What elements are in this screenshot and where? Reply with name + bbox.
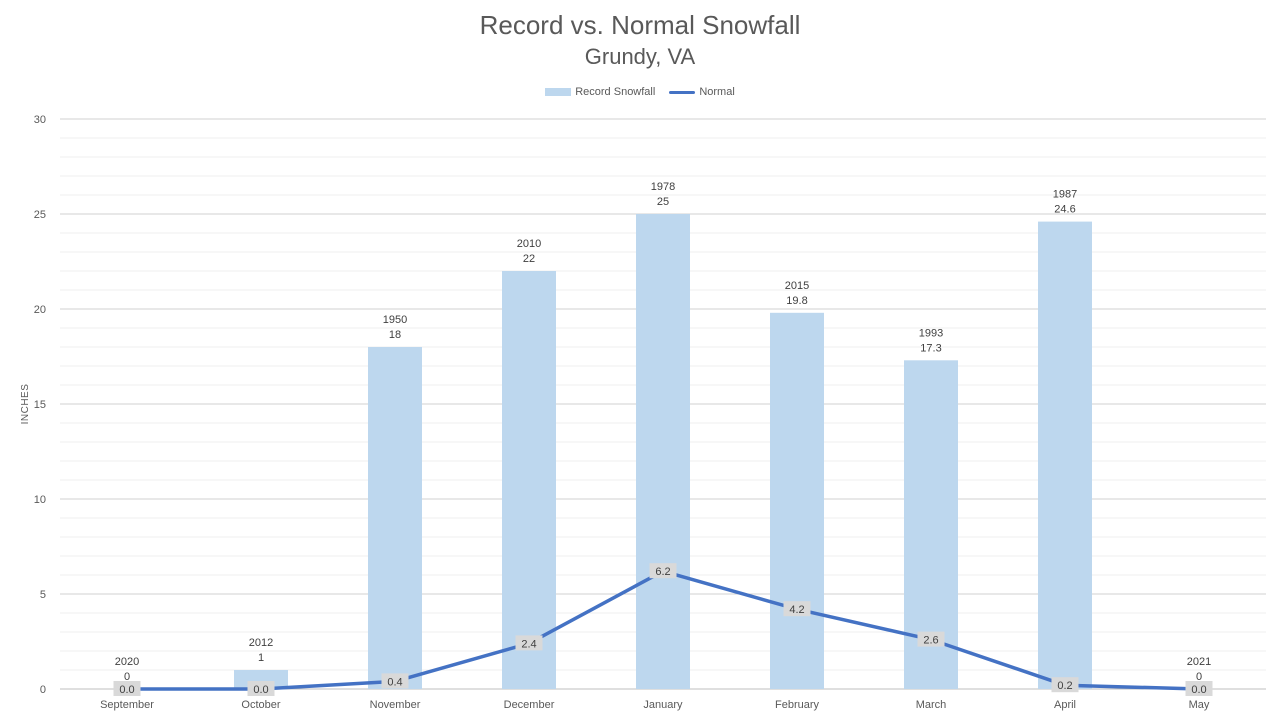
x-tick-label: February	[775, 699, 820, 711]
x-tick-label: April	[1054, 699, 1076, 711]
bar-year-label: 1993	[919, 327, 943, 339]
bar-january	[636, 214, 690, 689]
chart-title: Record vs. Normal Snowfall	[479, 10, 801, 40]
legend-swatch-normal	[669, 90, 696, 94]
bar-value-label: 22	[523, 253, 535, 265]
normal-value-label: 2.6	[923, 635, 938, 647]
bar-year-label: 2015	[785, 280, 809, 292]
bar-value-label: 0	[124, 671, 130, 683]
normal-label-box	[113, 681, 141, 696]
bar-april	[1038, 221, 1092, 689]
bar-february	[770, 312, 824, 689]
bar-november	[368, 347, 422, 689]
legend: Record Snowfall Normal	[0, 86, 1280, 98]
chart-subtitle: Grundy, VA	[584, 44, 696, 69]
bar-december	[502, 271, 556, 689]
bar-year-label: 2021	[1187, 656, 1211, 668]
x-tick-label: November	[370, 699, 421, 711]
y-tick-label: 5	[40, 589, 46, 601]
y-tick-label: 25	[34, 209, 46, 221]
bar-value-label: 1	[258, 652, 264, 664]
normal-value-label: 0.0	[253, 684, 268, 696]
legend-label-record: Record Snowfall	[575, 86, 656, 98]
normal-value-label: 4.2	[789, 604, 804, 616]
normal-label-box	[515, 635, 543, 651]
normal-label-box	[381, 673, 409, 689]
y-axis-title: INCHES	[20, 384, 31, 425]
normal-label-box	[649, 563, 677, 579]
normal-label-box	[783, 601, 811, 617]
x-tick-label: January	[643, 699, 683, 711]
normal-label-box	[1051, 677, 1079, 693]
bar-year-label: 1987	[1053, 189, 1077, 201]
y-tick-label: 20	[34, 304, 46, 316]
bar-year-label: 1978	[651, 181, 675, 193]
bar-value-label: 0	[1196, 671, 1202, 683]
bar-year-label: 1950	[383, 314, 407, 326]
bar-value-label: 24.6	[1054, 204, 1075, 216]
normal-value-label: 2.4	[521, 638, 536, 650]
bar-year-label: 2010	[517, 238, 541, 250]
bar-value-label: 25	[657, 196, 669, 208]
y-tick-label: 30	[34, 114, 46, 126]
legend-swatch-record	[545, 88, 572, 96]
normal-value-label: 0.0	[119, 684, 134, 696]
normal-label-box	[1185, 681, 1213, 696]
x-tick-label: March	[916, 699, 947, 711]
normal-value-label: 0.4	[387, 676, 402, 688]
bar-year-label: 2012	[249, 637, 273, 649]
normal-value-label: 6.2	[655, 566, 670, 578]
x-tick-label: October	[241, 699, 280, 711]
bar-value-label: 19.8	[786, 295, 807, 307]
legend-label-normal: Normal	[699, 86, 735, 98]
normal-label-box	[247, 681, 275, 696]
legend-item-record[interactable]: Record Snowfall	[545, 86, 655, 98]
normal-value-label: 0.2	[1057, 680, 1072, 692]
y-tick-label: 0	[40, 684, 46, 696]
y-tick-label: 10	[34, 494, 46, 506]
bar-year-label: 2020	[115, 656, 139, 668]
y-tick-label: 15	[34, 399, 46, 411]
legend-item-normal[interactable]: Normal	[669, 86, 735, 98]
normal-label-box	[917, 631, 945, 647]
bar-value-label: 17.3	[920, 342, 941, 354]
x-tick-label: December	[504, 699, 555, 711]
bar-value-label: 18	[389, 329, 401, 341]
x-tick-label: September	[100, 699, 154, 711]
normal-value-label: 0.0	[1191, 684, 1206, 696]
x-tick-label: May	[1189, 699, 1210, 711]
